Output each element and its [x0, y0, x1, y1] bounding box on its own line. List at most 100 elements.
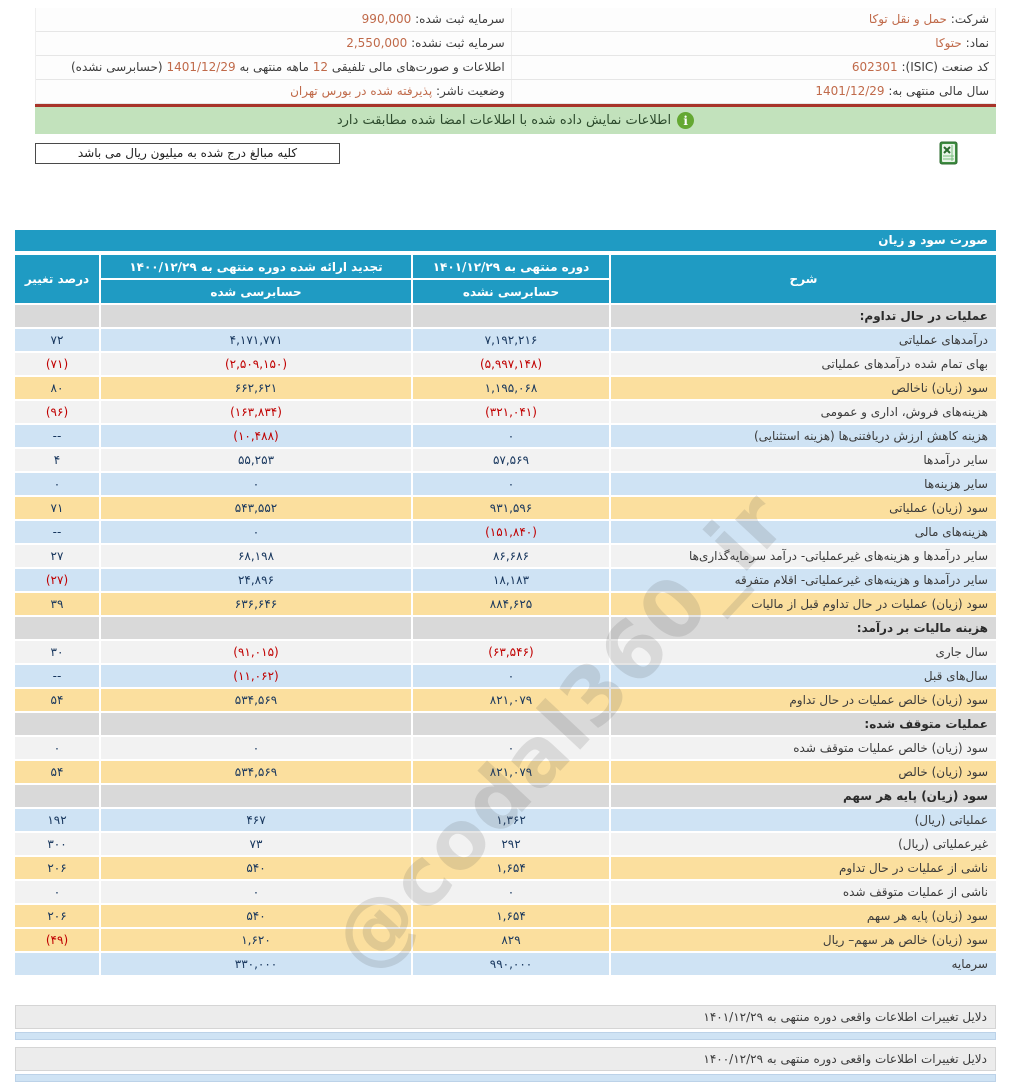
- company-info-row: کد صنعت (ISIC): 602301 اطلاعات و صورت‌ها…: [36, 56, 995, 80]
- table-row: عملیاتی (ریال) ۱,۳۶۲ ۴۶۷ ۱۹۲: [15, 809, 996, 831]
- current-period-value: (۱۵۱,۸۴۰): [413, 521, 609, 543]
- table-row: سایر درآمدها ۵۷,۵۶۹ ۵۵,۲۵۳ ۴: [15, 449, 996, 471]
- isic-value: 602301: [851, 60, 898, 74]
- table-row: سال جاری (۶۳,۵۴۶) (۹۱,۰۱۵) ۳۰: [15, 641, 996, 663]
- current-period-value: ۱۸,۱۸۳: [413, 569, 609, 591]
- prior-period-value: [101, 617, 411, 639]
- prior-period-value: [101, 713, 411, 735]
- current-period-value: ۱,۶۵۴: [413, 857, 609, 879]
- unregistered-capital-label: سرمایه ثبت نشده:: [411, 36, 505, 50]
- row-label: سرمایه: [611, 953, 996, 975]
- change-percent-value: (۲۷): [15, 569, 99, 591]
- current-period-value: [413, 305, 609, 327]
- table-row: سایر درآمدها و هزینه‌های غیرعملیاتی- درآ…: [15, 545, 996, 567]
- change-percent-value: ۸۰: [15, 377, 99, 399]
- row-label: هزینه کاهش ارزش دریافتنی‌ها (هزینه استثن…: [611, 425, 996, 447]
- prior-period-value: ۴۶۷: [101, 809, 411, 831]
- change-percent-value: ۲۷: [15, 545, 99, 567]
- change-percent-value: ۲۰۶: [15, 857, 99, 879]
- table-row: سود (زیان) خالص عملیات متوقف شده ۰ ۰ ۰: [15, 737, 996, 759]
- column-header-prior-period: تجدید ارائه شده دوره منتهی به ۱۴۰۰/۱۲/۲۹: [101, 255, 411, 278]
- prior-period-value: ۲۴,۸۹۶: [101, 569, 411, 591]
- prior-period-value: ۵۳۴,۵۶۹: [101, 689, 411, 711]
- current-period-value: ۷,۱۹۲,۲۱۶: [413, 329, 609, 351]
- excel-export-icon[interactable]: [939, 141, 960, 165]
- row-label: سود (زیان) خالص عملیات متوقف شده: [611, 737, 996, 759]
- current-period-value: [413, 785, 609, 807]
- change-reason-notes: دلایل تغییرات اطلاعات واقعی دوره منتهی ب…: [15, 1005, 996, 1082]
- row-label: ناشی از عملیات در حال تداوم: [611, 857, 996, 879]
- current-period-value: ۲۹۲: [413, 833, 609, 855]
- row-label: سایر هزینه‌ها: [611, 473, 996, 495]
- change-percent-value: ۷۱: [15, 497, 99, 519]
- statement-rows: عملیات در حال تداوم: درآمدهای عملیاتی ۷,۱۹…: [15, 305, 996, 975]
- registered-capital-label: سرمایه ثبت شده:: [415, 12, 505, 26]
- prior-period-value: ۵۴۳,۵۵۲: [101, 497, 411, 519]
- change-percent-value: ۰: [15, 881, 99, 903]
- change-percent-value: ۴: [15, 449, 99, 471]
- current-period-value: ۸۲۱,۰۷۹: [413, 689, 609, 711]
- income-statement: صورت سود و زیان شرح دوره منتهی به ۱۴۰۱/۱…: [15, 230, 996, 990]
- row-label: ناشی از عملیات متوقف شده: [611, 881, 996, 903]
- company-info-table: شرکت: حمل و نقل توکا سرمایه ثبت شده: 990…: [35, 8, 996, 104]
- info-icon: i: [677, 112, 695, 129]
- prior-period-value: ۵۳۴,۵۶۹: [101, 761, 411, 783]
- symbol-value: حتوکا: [935, 36, 962, 50]
- table-row: سود (زیان) خالص عملیات در حال تداوم ۸۲۱,۰…: [15, 689, 996, 711]
- prior-period-value: ۰: [101, 521, 411, 543]
- change-percent-value: ۱۹۲: [15, 809, 99, 831]
- column-header-current-period: دوره منتهی به ۱۴۰۱/۱۲/۲۹: [413, 255, 609, 278]
- column-subheader-unaudited: حسابرسی نشده: [413, 280, 609, 303]
- prior-period-value: ۰: [101, 881, 411, 903]
- prior-period-value: ۰: [101, 737, 411, 759]
- table-row: ناشی از عملیات در حال تداوم ۱,۶۵۴ ۵۴۰ ۲۰۶: [15, 857, 996, 879]
- table-row: هزینه‌های مالی (۱۵۱,۸۴۰) ۰ --: [15, 521, 996, 543]
- current-period-value: (۵,۹۹۷,۱۴۸): [413, 353, 609, 375]
- red-separator: [35, 104, 996, 107]
- row-label: سال جاری: [611, 641, 996, 663]
- table-row: سود (زیان) خالص هر سهم– ریال ۸۲۹ ۱,۶۲۰ (۴۹): [15, 929, 996, 951]
- row-label: سال‌های قبل: [611, 665, 996, 687]
- current-period-value: ۵۷,۵۶۹: [413, 449, 609, 471]
- section-row: سود (زیان) پایه هر سهم: [15, 785, 996, 807]
- table-row: سایر هزینه‌ها ۰ ۰ ۰: [15, 473, 996, 495]
- table-row: ناشی از عملیات متوقف شده ۰ ۰ ۰: [15, 881, 996, 903]
- table-row: سود (زیان) عملیاتی ۹۳۱,۵۹۶ ۵۴۳,۵۵۲ ۷۱: [15, 497, 996, 519]
- prior-period-value: ۶۸,۱۹۸: [101, 545, 411, 567]
- row-label: سود (زیان) عملیاتی: [611, 497, 996, 519]
- current-period-value: ۱,۳۶۲: [413, 809, 609, 831]
- prior-period-value: (۹۱,۰۱۵): [101, 641, 411, 663]
- prior-period-value: ۰: [101, 473, 411, 495]
- table-row: سود (زیان) پایه هر سهم ۱,۶۵۴ ۵۴۰ ۲۰۶: [15, 905, 996, 927]
- change-percent-value: ۳۰: [15, 641, 99, 663]
- row-label: عملیاتی (ریال): [611, 809, 996, 831]
- prior-period-value: ۵۵,۲۵۳: [101, 449, 411, 471]
- registered-capital-value: 990,000: [361, 12, 412, 26]
- table-row: درآمدهای عملیاتی ۷,۱۹۲,۲۱۶ ۴,۱۷۱,۷۷۱ ۷۲: [15, 329, 996, 351]
- row-label: عملیات متوقف شده:: [611, 713, 996, 735]
- statement-header: شرح دوره منتهی به ۱۴۰۱/۱۲/۲۹ تجدید ارائه…: [15, 255, 996, 303]
- report-type-mid: ماهه منتهی به: [239, 60, 309, 74]
- prior-period-value: ۵۴۰: [101, 857, 411, 879]
- row-label: سایر درآمدها و هزینه‌های غیرعملیاتی- درآ…: [611, 545, 996, 567]
- row-label: سود (زیان) خالص عملیات در حال تداوم: [611, 689, 996, 711]
- current-period-value: ۰: [413, 665, 609, 687]
- table-row: بهای تمام شده درآمدهای عملیاتی (۵,۹۹۷,۱۴۸…: [15, 353, 996, 375]
- change-percent-value: ۰: [15, 473, 99, 495]
- report-months-value: 12: [312, 60, 328, 74]
- prior-period-value: ۶۳۶,۶۴۶: [101, 593, 411, 615]
- current-period-value: ۹۳۱,۵۹۶: [413, 497, 609, 519]
- current-period-value: (۳۲۱,۰۴۱): [413, 401, 609, 423]
- row-label: عملیات در حال تداوم:: [611, 305, 996, 327]
- row-label: سود (زیان) پایه هر سهم: [611, 785, 996, 807]
- symbol-label: نماد:: [965, 36, 989, 50]
- prior-period-value: ۵۴۰: [101, 905, 411, 927]
- prior-period-value: (۱۶۳,۸۳۴): [101, 401, 411, 423]
- section-row: عملیات در حال تداوم:: [15, 305, 996, 327]
- column-header-description: شرح: [611, 255, 996, 303]
- section-row: عملیات متوقف شده:: [15, 713, 996, 735]
- table-row: سود (زیان) خالص ۸۲۱,۰۷۹ ۵۳۴,۵۶۹ ۵۴: [15, 761, 996, 783]
- fiscal-year-label: سال مالی منتهی به:: [888, 84, 989, 98]
- note-section-header: دلایل تغییرات اطلاعات واقعی دوره منتهی ب…: [15, 1005, 996, 1029]
- current-period-value: ۱,۱۹۵,۰۶۸: [413, 377, 609, 399]
